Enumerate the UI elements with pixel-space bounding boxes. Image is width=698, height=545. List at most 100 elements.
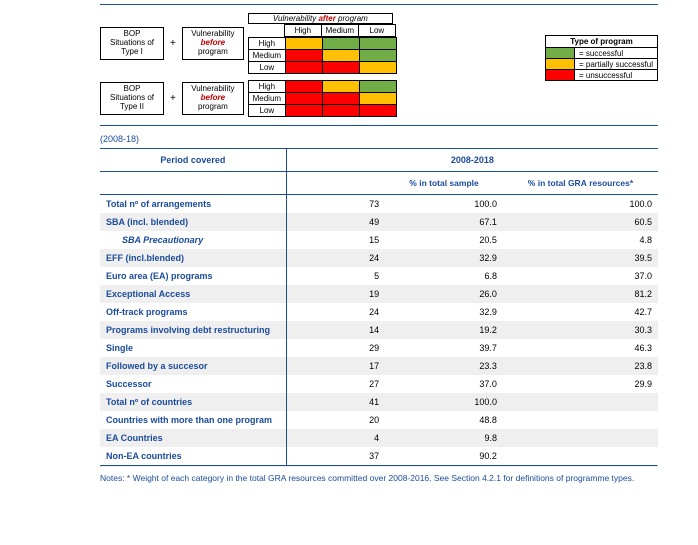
grid-type1: HighMediumLow — [248, 37, 397, 74]
count-cell: 24 — [286, 303, 385, 321]
grid-cell — [285, 62, 322, 74]
grid-cell — [285, 93, 322, 105]
vuln-before-box-1: Vulnerabilitybeforeprogram — [182, 27, 244, 59]
table-row: Non-EA countries3790.2 — [100, 447, 658, 465]
gra-cell: 60.5 — [503, 213, 658, 231]
count-cell: 27 — [286, 375, 385, 393]
grid-cell — [322, 62, 359, 74]
table-row: SBA (incl. blended)4967.160.5 — [100, 213, 658, 231]
table-row: Followed by a succesor1723.323.8 — [100, 357, 658, 375]
grid-block-1: Vulnerability after program High Medium … — [248, 13, 397, 74]
gra-cell: 81.2 — [503, 285, 658, 303]
count-cell: 73 — [286, 195, 385, 214]
table-body: Total nº of arrangements73100.0100.0SBA … — [100, 195, 658, 466]
row-label-cell: Countries with more than one program — [100, 411, 286, 429]
grid-cell — [285, 50, 322, 62]
gra-cell — [503, 393, 658, 411]
pct-cell: 23.3 — [385, 357, 503, 375]
mid-rule — [100, 125, 658, 126]
table-row: Successor2737.029.9 — [100, 375, 658, 393]
count-cell: 14 — [286, 321, 385, 339]
row-label: Medium — [248, 50, 285, 62]
row-label-cell: SBA Precautionary — [100, 231, 286, 249]
gra-cell: 37.0 — [503, 267, 658, 285]
legend-label: = unsuccessful — [575, 71, 636, 80]
row-label: Low — [248, 105, 285, 117]
grid-cell — [322, 38, 359, 50]
plus-icon: + — [168, 38, 178, 49]
gra-cell: 30.3 — [503, 321, 658, 339]
gra-cell — [503, 411, 658, 429]
row-label-cell: EA Countries — [100, 429, 286, 447]
legend-label: = successful — [575, 49, 627, 58]
sub-header-row: % in total sample % in total GRA resourc… — [100, 172, 658, 195]
grid-cell — [359, 62, 396, 74]
row-label-cell: EFF (incl.blended) — [100, 249, 286, 267]
table-row: Single2939.746.3 — [100, 339, 658, 357]
top-rule — [100, 4, 658, 5]
gra-cell: 4.8 — [503, 231, 658, 249]
pct-cell: 90.2 — [385, 447, 503, 465]
legend-swatch — [546, 59, 575, 69]
count-cell: 20 — [286, 411, 385, 429]
legend-title: Type of program — [545, 35, 658, 48]
legend-label: = partially successful — [575, 60, 657, 69]
grid-type2: HighMediumLow — [248, 80, 397, 117]
legend-rows: = successful = partially successful = unsu… — [545, 48, 658, 81]
table-row: Countries with more than one program2048… — [100, 411, 658, 429]
sub-head-blank — [286, 172, 385, 195]
legend-swatch — [546, 48, 575, 58]
row-label-cell: SBA (incl. blended) — [100, 213, 286, 231]
count-cell: 19 — [286, 285, 385, 303]
grid-cell — [359, 38, 396, 50]
grid-cell — [322, 81, 359, 93]
gra-cell: 46.3 — [503, 339, 658, 357]
row-label-cell: Followed by a succesor — [100, 357, 286, 375]
vulnerability-diagram: Type of program = successful = partially … — [100, 13, 658, 117]
pct-cell: 67.1 — [385, 213, 503, 231]
count-cell: 5 — [286, 267, 385, 285]
table-row: Off-track programs2432.942.7 — [100, 303, 658, 321]
row-label-cell: Euro area (EA) programs — [100, 267, 286, 285]
count-cell: 17 — [286, 357, 385, 375]
table-bottom-rule — [100, 465, 658, 467]
diagram-row-type2: BOPSituations ofType II + Vulnerabilityb… — [100, 80, 658, 117]
count-cell: 41 — [286, 393, 385, 411]
grid-cell — [359, 50, 396, 62]
table-row: EFF (incl.blended)2432.939.5 — [100, 249, 658, 267]
legend-item: = partially successful — [545, 59, 658, 70]
pct-cell: 20.5 — [385, 231, 503, 249]
count-cell: 15 — [286, 231, 385, 249]
period-header-value: 2008-2018 — [286, 149, 658, 172]
plus-icon: + — [168, 93, 178, 104]
gra-cell: 23.8 — [503, 357, 658, 375]
pct-cell: 32.9 — [385, 303, 503, 321]
table-row: Exceptional Access1926.081.2 — [100, 285, 658, 303]
grid-cell — [322, 50, 359, 62]
row-label-cell: Total nº of countries — [100, 393, 286, 411]
legend-item: = successful — [545, 48, 658, 59]
grid-block-2: HighMediumLow — [248, 80, 397, 117]
table-section: (2008-18) Period covered 2008-2018 % in … — [100, 134, 658, 467]
count-cell: 24 — [286, 249, 385, 267]
count-cell: 29 — [286, 339, 385, 357]
pct-cell: 9.8 — [385, 429, 503, 447]
row-label: Medium — [248, 93, 285, 105]
row-label-cell: Single — [100, 339, 286, 357]
gra-cell — [503, 429, 658, 447]
row-label-cell: Non-EA countries — [100, 447, 286, 465]
row-label-cell: Programs involving debt restructuring — [100, 321, 286, 339]
after-col-headers: High Medium Low — [248, 24, 396, 37]
grid-cell — [359, 93, 396, 105]
table-row: EA Countries49.8 — [100, 429, 658, 447]
row-label-cell: Total nº of arrangements — [100, 195, 286, 214]
pct-cell: 100.0 — [385, 195, 503, 214]
gra-cell: 39.5 — [503, 249, 658, 267]
pct-cell: 37.0 — [385, 375, 503, 393]
pct-cell: 48.8 — [385, 411, 503, 429]
row-label-cell: Exceptional Access — [100, 285, 286, 303]
pct-cell: 6.8 — [385, 267, 503, 285]
grid-cell — [359, 105, 396, 117]
footnotes: Notes: * Weight of each category in the … — [100, 473, 658, 484]
grid-cell — [285, 81, 322, 93]
